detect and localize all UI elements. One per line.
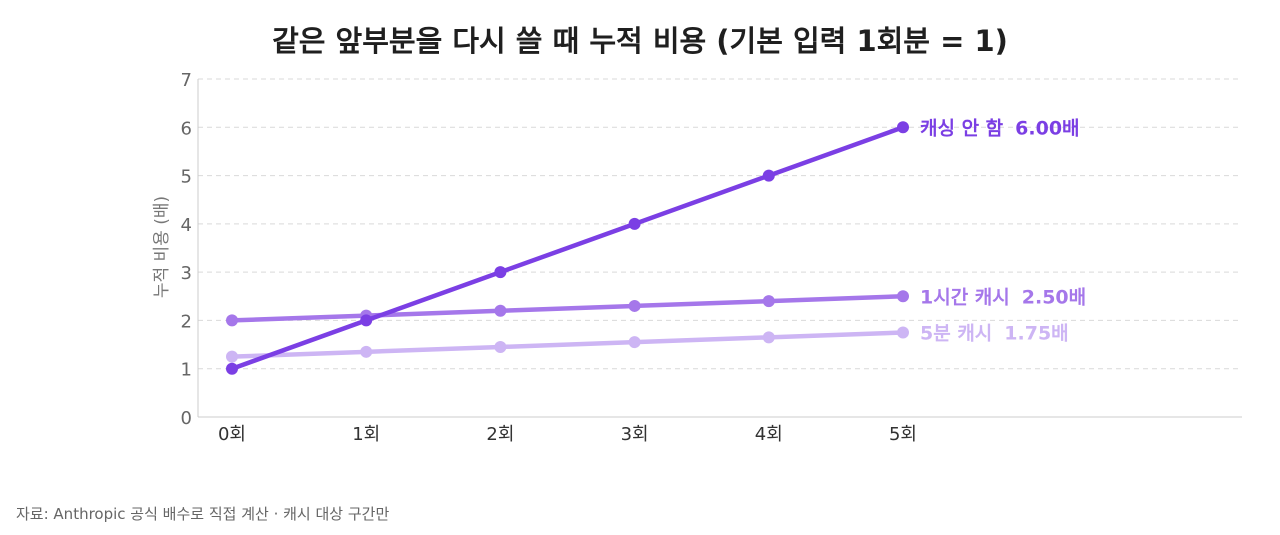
data-point (360, 345, 373, 358)
series-end-value: 6.00배 (1015, 117, 1079, 139)
data-point (762, 295, 775, 308)
series-end-value: 2.50배 (1022, 286, 1086, 308)
series-end-label: 1시간 캐시 2.50배 (920, 286, 1086, 308)
data-point (897, 326, 909, 339)
end-labels: 5분 캐시 1.75배 1시간 캐시 2.50배 캐싱 안 함 6.00배 (920, 117, 1086, 344)
series-name: 1시간 캐시 (920, 286, 1010, 308)
series-line (229, 294, 906, 323)
x-tick-label: 2회 (486, 424, 514, 445)
x-tick-label: 5회 (889, 424, 917, 445)
y-tick-label: 7 (181, 70, 192, 91)
series-line (229, 125, 906, 371)
y-tick-labels: 0 1 2 3 4 5 6 7 (181, 70, 192, 429)
axes (197, 79, 1242, 418)
series-group (226, 121, 909, 375)
y-tick-label: 5 (181, 167, 192, 188)
y-tick-label: 2 (181, 311, 192, 332)
x-tick-label: 3회 (621, 424, 649, 445)
data-point (628, 336, 641, 349)
y-tick-label: 3 (181, 263, 192, 284)
data-point (762, 169, 775, 182)
data-point (360, 314, 373, 327)
source-note: 자료: Anthropic 공식 배수로 직접 계산 · 캐시 대상 구간만 (16, 505, 390, 523)
data-point (628, 299, 641, 312)
series-end-label: 캐싱 안 함 6.00배 (920, 117, 1080, 139)
data-point (494, 266, 507, 279)
data-point (226, 362, 238, 375)
y-tick-label: 1 (181, 360, 192, 381)
y-tick-label: 0 (181, 408, 192, 429)
y-axis-label: 누적 비용 (배) (152, 196, 172, 298)
data-point (494, 340, 507, 353)
series-line (229, 330, 906, 359)
chart-title: 같은 앞부분을 다시 쓸 때 누적 비용 (기본 입력 1회분 = 1) (272, 24, 1008, 58)
data-point (226, 350, 238, 363)
data-point (226, 314, 238, 327)
data-point (897, 121, 909, 134)
y-tick-label: 6 (181, 118, 192, 139)
x-tick-label: 1회 (352, 424, 380, 445)
data-point (897, 290, 909, 303)
x-tick-labels: 0회 1회 2회 3회 4회 5회 (218, 424, 917, 445)
series-name: 캐싱 안 함 (920, 117, 1004, 139)
data-point (494, 304, 507, 317)
series-end-value: 1.75배 (1004, 323, 1068, 345)
y-tick-label: 4 (181, 215, 192, 236)
x-tick-label: 0회 (218, 424, 246, 445)
data-point (762, 331, 775, 344)
series-end-label: 5분 캐시 1.75배 (920, 323, 1069, 345)
x-tick-label: 4회 (755, 424, 783, 445)
data-point (628, 217, 641, 230)
series-name: 5분 캐시 (920, 323, 992, 345)
